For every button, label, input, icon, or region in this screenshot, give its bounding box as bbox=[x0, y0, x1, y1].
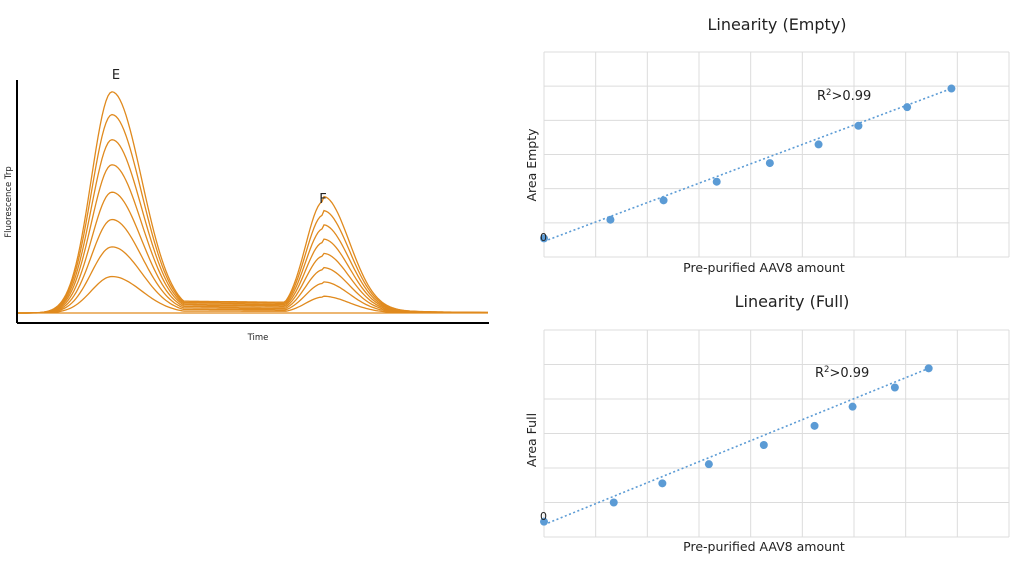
data-point bbox=[658, 479, 667, 488]
r-squared-annotation: R2>0.99 bbox=[817, 88, 871, 104]
r-squared-annotation: R2>0.99 bbox=[815, 365, 869, 381]
x-axis-label: Pre-purified AAV8 amount bbox=[683, 539, 845, 554]
r-squared-base: R bbox=[815, 366, 824, 381]
data-point bbox=[924, 364, 933, 373]
data-point bbox=[659, 196, 668, 205]
data-point bbox=[854, 121, 863, 130]
data-point bbox=[903, 103, 912, 112]
data-points bbox=[540, 364, 933, 526]
data-point bbox=[947, 84, 956, 93]
x-axis-label: Pre-purified AAV8 amount bbox=[683, 260, 845, 275]
y-axis-label: Area Empty bbox=[524, 128, 539, 202]
origin-label: 0 bbox=[540, 231, 547, 244]
chromatogram-chart: E F Time Fluorescence Trp bbox=[4, 68, 489, 343]
chromatogram-traces bbox=[18, 91, 488, 314]
data-point bbox=[810, 421, 819, 430]
peak-label-f: F bbox=[319, 192, 326, 207]
data-point bbox=[704, 460, 713, 469]
y-axis-label: Fluorescence Trp bbox=[4, 166, 14, 238]
grid bbox=[543, 51, 1010, 258]
data-point bbox=[609, 498, 618, 507]
trace-7 bbox=[18, 139, 488, 314]
trace-8 bbox=[18, 113, 488, 314]
y-axis-label: Area Full bbox=[524, 413, 539, 467]
x-axis-label: Time bbox=[247, 333, 269, 343]
peak-label-e: E bbox=[112, 68, 120, 83]
r-squared-rest: >0.99 bbox=[829, 366, 869, 381]
linearity-empty-chart: Linearity (Empty) R2>0.99 0 Pre-purified… bbox=[524, 15, 1010, 275]
trendline bbox=[543, 367, 929, 526]
data-point bbox=[848, 402, 857, 411]
chart-title: Linearity (Empty) bbox=[707, 15, 846, 34]
r-squared-sup: 2 bbox=[824, 365, 829, 375]
r-squared-rest: >0.99 bbox=[831, 89, 871, 104]
r-squared-sup: 2 bbox=[826, 88, 831, 98]
trace-6 bbox=[18, 164, 488, 314]
data-point bbox=[759, 441, 768, 449]
r-squared-base: R bbox=[817, 89, 826, 104]
data-point bbox=[540, 234, 548, 243]
linearity-full-chart: Linearity (Full) R2>0.99 0 Pre-purified … bbox=[524, 292, 1010, 554]
trace-9 bbox=[18, 91, 488, 314]
data-point bbox=[890, 383, 899, 392]
data-point bbox=[712, 177, 721, 186]
data-point bbox=[765, 159, 774, 168]
data-point bbox=[540, 517, 548, 526]
grid bbox=[543, 329, 1010, 538]
data-point bbox=[606, 215, 615, 224]
data-point bbox=[814, 140, 823, 149]
origin-label: 0 bbox=[540, 510, 547, 523]
chart-title: Linearity (Full) bbox=[735, 292, 850, 311]
data-points bbox=[540, 84, 956, 243]
trendline bbox=[543, 87, 952, 243]
